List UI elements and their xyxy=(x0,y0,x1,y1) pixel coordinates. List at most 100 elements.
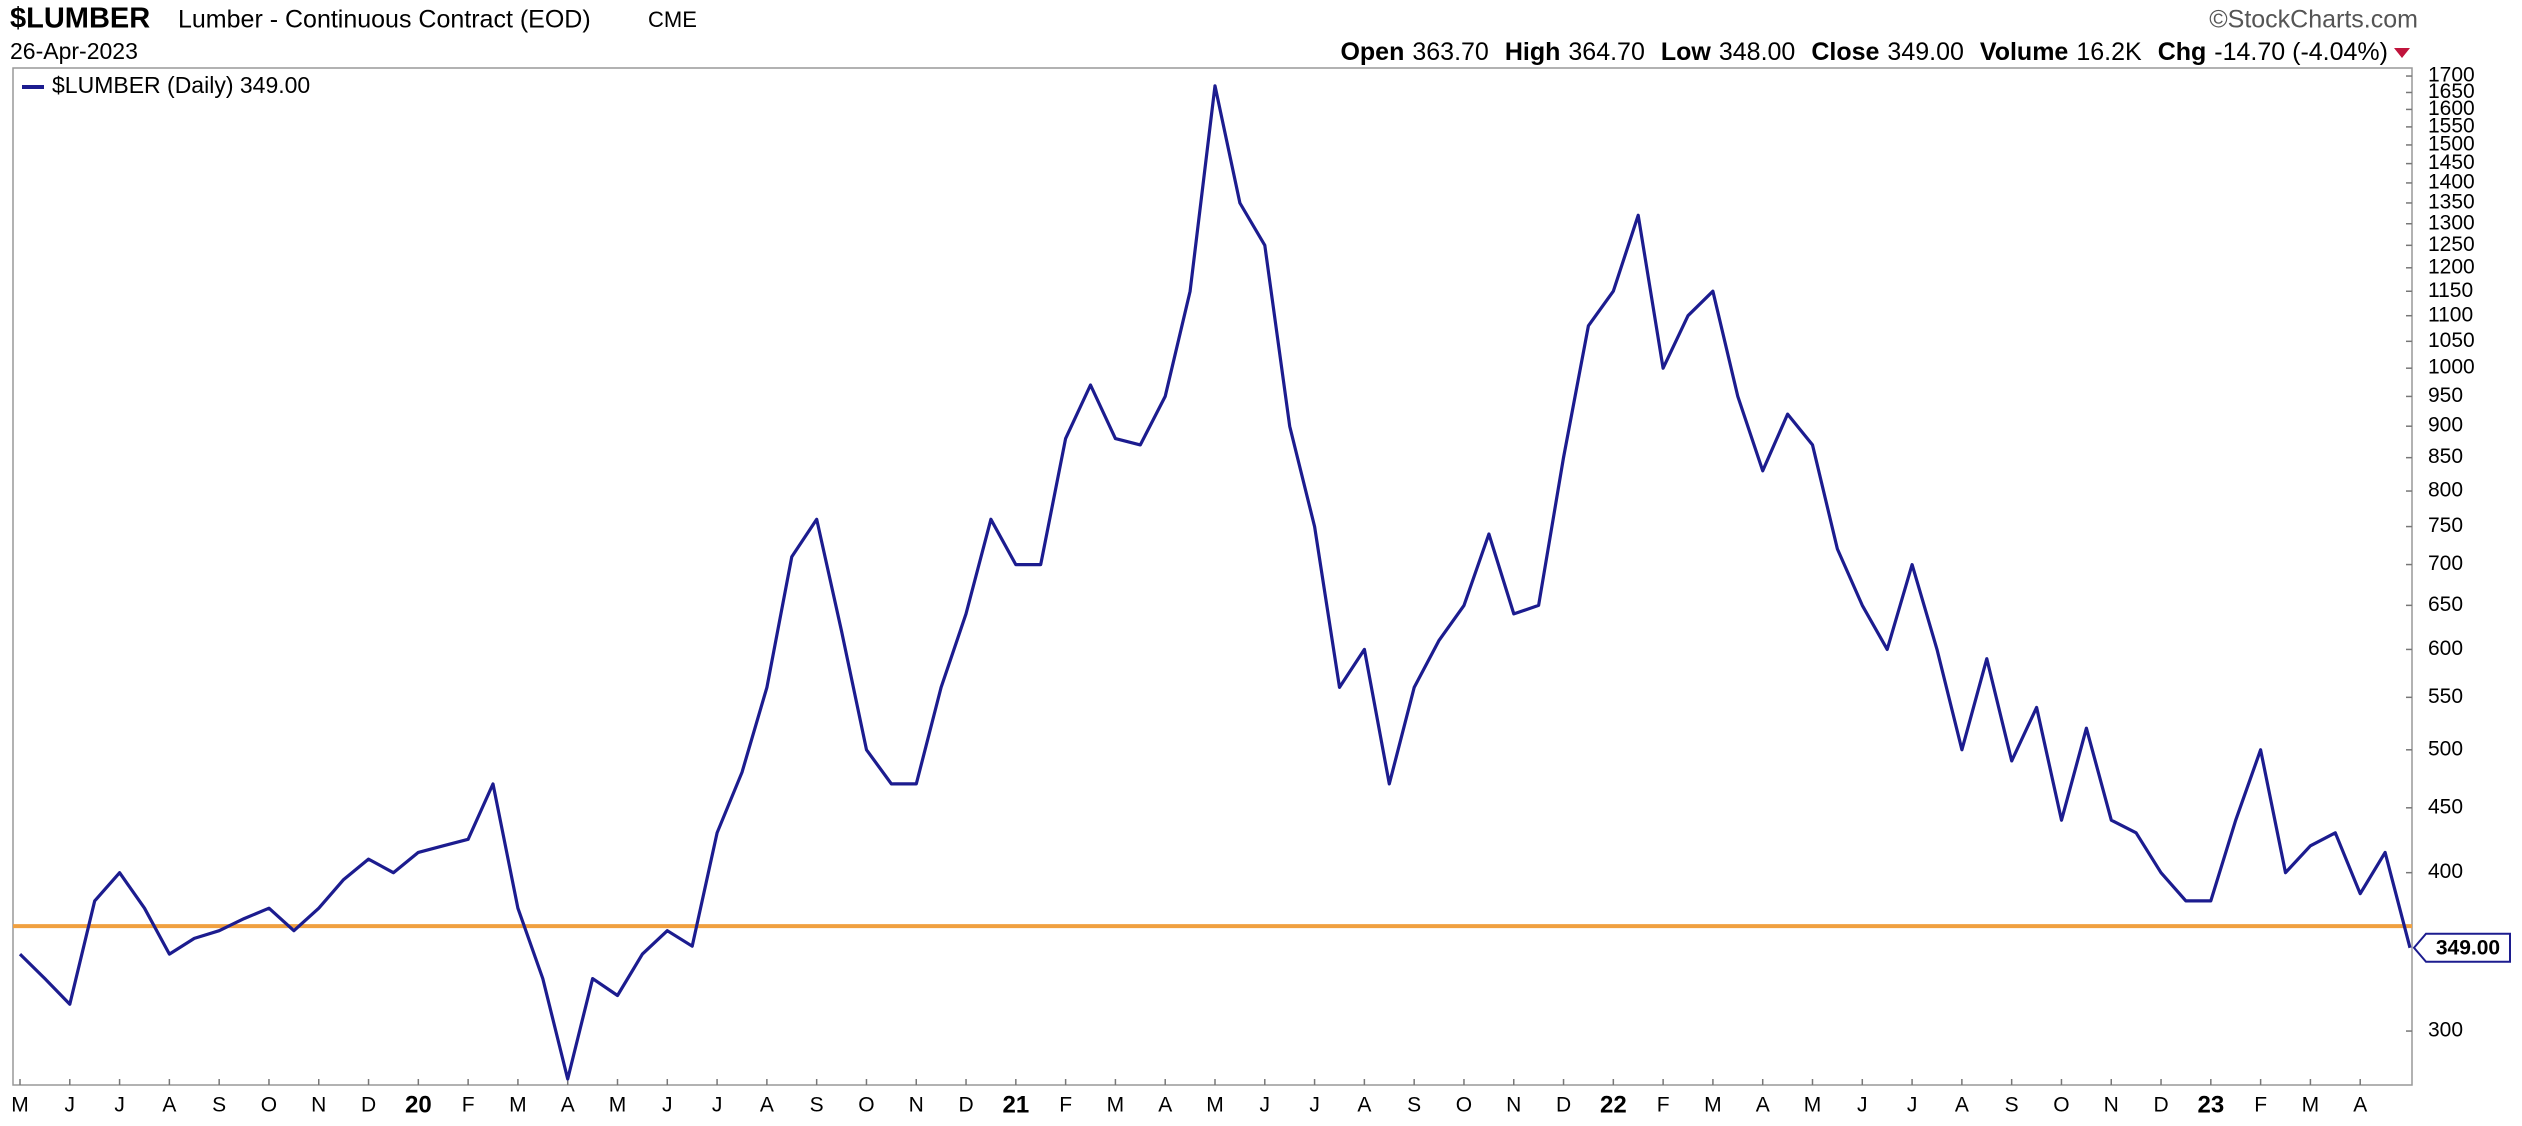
quote-label: Low xyxy=(1661,38,1712,66)
price-tag-label: 349.00 xyxy=(2436,936,2500,959)
quote-value: 364.70 xyxy=(1568,38,1644,66)
x-tick-label: O xyxy=(261,1094,277,1117)
x-tick-label: D xyxy=(1556,1094,1571,1117)
quote-value: 348.00 xyxy=(1719,38,1795,66)
y-tick-label: 900 xyxy=(2428,414,2463,437)
chart-title: Lumber - Continuous Contract (EOD) xyxy=(178,6,591,34)
x-tick-label: A xyxy=(1357,1094,1371,1117)
y-tick-label: 1250 xyxy=(2428,233,2475,256)
x-tick-label: A xyxy=(760,1094,774,1117)
x-tick-label: J xyxy=(65,1094,76,1117)
y-tick-label: 950 xyxy=(2428,384,2463,407)
quote-value: 349.00 xyxy=(1887,38,1963,66)
y-tick-label: 1000 xyxy=(2428,356,2475,379)
x-tick-label: A xyxy=(1955,1094,1969,1117)
x-tick-label: 20 xyxy=(405,1091,432,1118)
plot-frame xyxy=(12,67,2413,1086)
x-tick-label: D xyxy=(958,1094,973,1117)
x-tick-label: M xyxy=(509,1094,527,1117)
x-tick-label: J xyxy=(114,1094,125,1117)
y-tick-label: 850 xyxy=(2428,445,2463,468)
y-tick-label: 1500 xyxy=(2428,132,2475,155)
y-tick-label: 800 xyxy=(2428,479,2463,502)
x-tick-label: J xyxy=(1857,1094,1868,1117)
x-tick-label: F xyxy=(462,1094,475,1117)
quote-value: 363.70 xyxy=(1412,38,1488,66)
x-tick-label: A xyxy=(162,1094,176,1117)
exchange: CME xyxy=(648,7,697,32)
quote: Open 363.70 High 364.70 Low 348.00 Close 349.00… xyxy=(1340,38,2388,66)
x-tick-label: A xyxy=(1756,1094,1770,1117)
x-tick-label: M xyxy=(609,1094,627,1117)
x-tick-label: D xyxy=(361,1094,376,1117)
y-tick-label: 500 xyxy=(2428,737,2463,760)
symbol: $LUMBER xyxy=(10,3,150,35)
down-arrow xyxy=(2394,48,2410,58)
y-tick-label: 1600 xyxy=(2428,97,2475,120)
y-tick-label: 700 xyxy=(2428,552,2463,575)
price-tag xyxy=(2412,932,2511,963)
x-tick-label: A xyxy=(2353,1094,2367,1117)
x-tick-label: N xyxy=(1506,1094,1521,1117)
y-tick-label: 750 xyxy=(2428,514,2463,537)
price-line xyxy=(18,84,2412,1081)
x-tick-label: A xyxy=(1158,1094,1172,1117)
y-tick-label: 1300 xyxy=(2428,211,2475,234)
y-tick-label: 550 xyxy=(2428,685,2463,708)
y-tick-label: 600 xyxy=(2428,637,2463,660)
y-tick-label: 300 xyxy=(2428,1019,2463,1042)
quote-label: Open xyxy=(1340,38,1404,66)
y-tick-label: 450 xyxy=(2428,795,2463,818)
x-tick-label: N xyxy=(2104,1094,2119,1117)
y-tick-label: 400 xyxy=(2428,860,2463,883)
x-tick-label: F xyxy=(1657,1094,1670,1117)
y-tick-label: 1150 xyxy=(2428,279,2473,302)
x-tick-label: F xyxy=(1059,1094,1072,1117)
x-tick-label: 22 xyxy=(1600,1091,1627,1118)
x-tick-label: 21 xyxy=(1002,1091,1029,1118)
x-tick-label: S xyxy=(2005,1094,2019,1117)
y-tick-label: 1550 xyxy=(2428,114,2475,137)
x-tick-label: O xyxy=(1456,1094,1472,1117)
y-tick-label: 1050 xyxy=(2428,329,2475,352)
x-tick-label: A xyxy=(561,1094,575,1117)
x-tick-label: J xyxy=(712,1094,723,1117)
quote-value: -14.70 (-4.04%) xyxy=(2214,38,2388,66)
quote-label: Chg xyxy=(2158,38,2207,66)
y-tick-label: 1650 xyxy=(2428,80,2475,103)
x-tick-label: J xyxy=(662,1094,673,1117)
x-tick-label: J xyxy=(1907,1094,1918,1117)
x-tick-label: M xyxy=(11,1094,29,1117)
x-tick-label: M xyxy=(2302,1094,2320,1117)
x-tick-label: M xyxy=(1804,1094,1822,1117)
legend-label: $LUMBER (Daily) 349.00 xyxy=(52,72,310,98)
x-tick-label: F xyxy=(2254,1094,2267,1117)
x-tick-label: N xyxy=(909,1094,924,1117)
y-tick-label: 1450 xyxy=(2428,151,2475,174)
x-tick-label: D xyxy=(2153,1094,2168,1117)
quote-value: 16.2K xyxy=(2076,38,2142,66)
date: 26-Apr-2023 xyxy=(10,38,138,64)
x-tick-label: 23 xyxy=(2197,1091,2224,1118)
x-tick-label: S xyxy=(212,1094,226,1117)
x-tick-label: S xyxy=(810,1094,824,1117)
quote-label: High xyxy=(1505,38,1561,66)
y-tick-label: 1350 xyxy=(2428,191,2475,214)
x-tick-label: S xyxy=(1407,1094,1421,1117)
x-tick-label: O xyxy=(858,1094,874,1117)
x-tick-label: M xyxy=(1107,1094,1125,1117)
x-tick-label: M xyxy=(1206,1094,1224,1117)
y-tick-label: 1400 xyxy=(2428,170,2475,193)
y-tick-label: 1700 xyxy=(2428,64,2475,87)
x-tick-label: N xyxy=(311,1094,326,1117)
y-tick-label: 650 xyxy=(2428,593,2463,616)
quote-label: Close xyxy=(1811,38,1879,66)
x-tick-label: J xyxy=(1260,1094,1271,1117)
y-tick-label: 1100 xyxy=(2428,303,2473,326)
x-tick-label: O xyxy=(2053,1094,2069,1117)
x-tick-label: J xyxy=(1309,1094,1320,1117)
x-tick-label: M xyxy=(1704,1094,1722,1117)
credit: ©StockCharts.com xyxy=(2209,6,2418,34)
quote-label: Volume xyxy=(1980,38,2069,66)
